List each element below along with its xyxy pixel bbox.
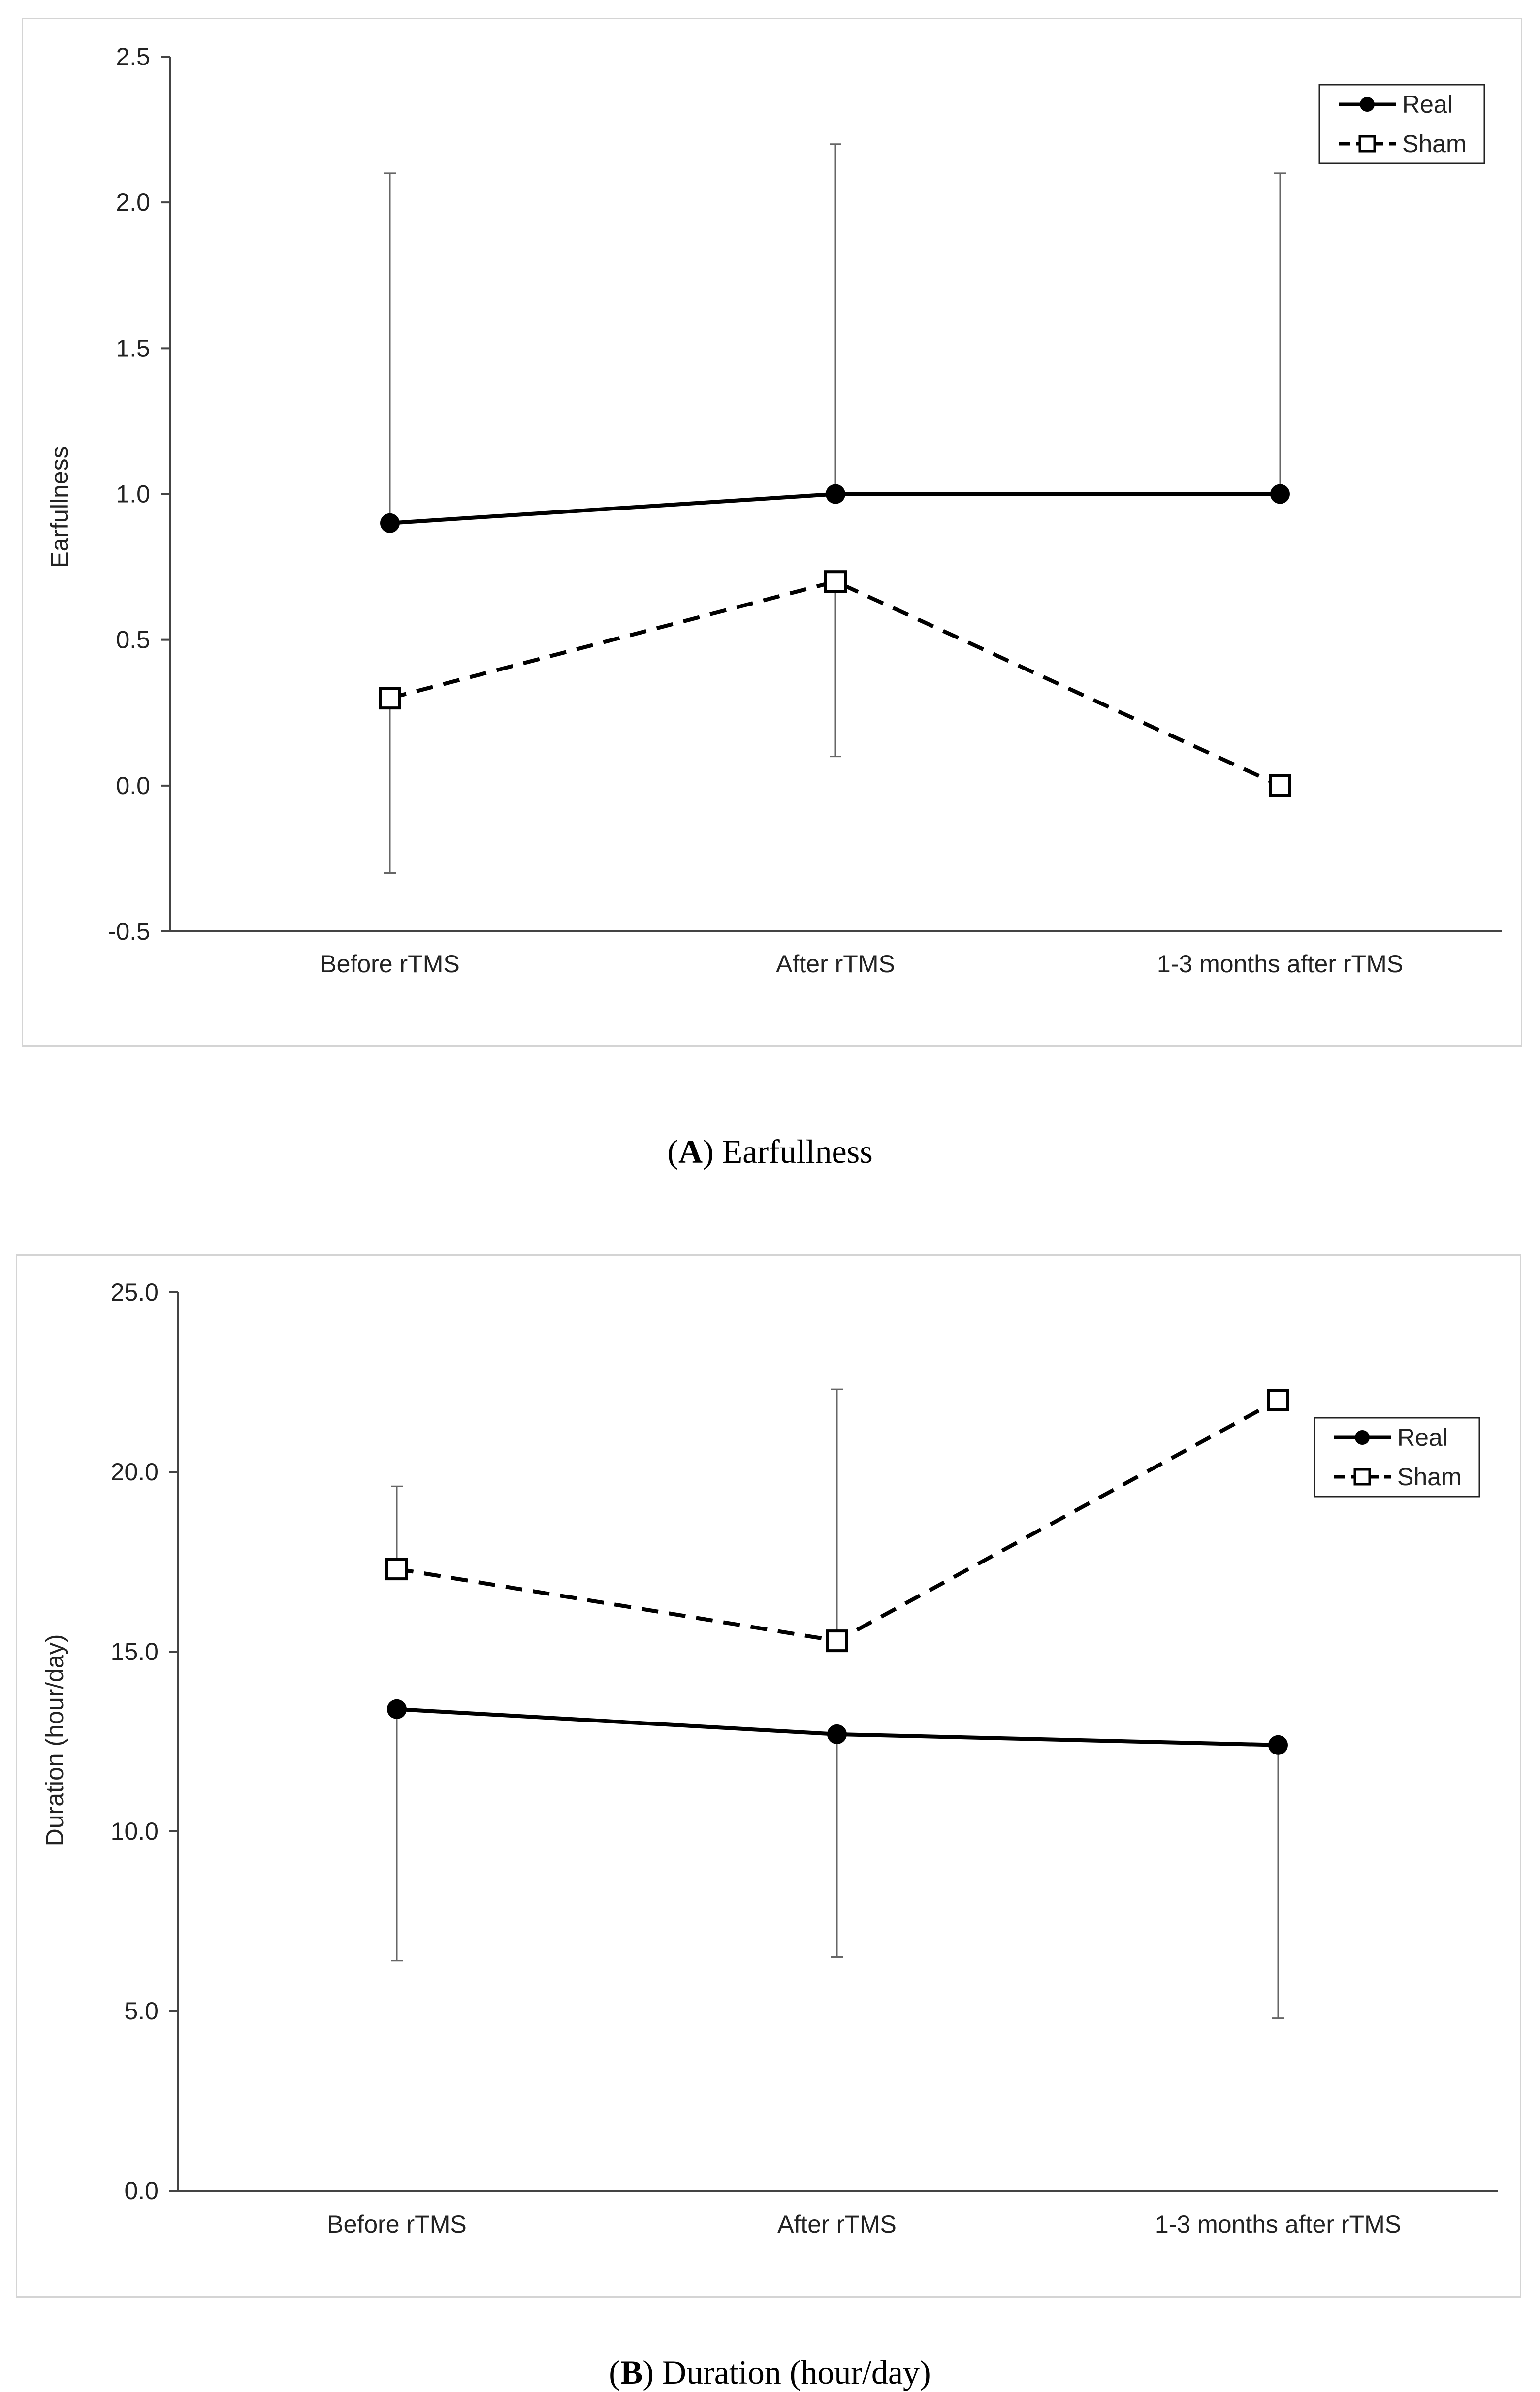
chart-a-x-tick-label: After rTMS [776,950,895,978]
chart-b-legend-box [1314,1417,1480,1498]
chart-a-y-tick-label: 1.0 [116,480,150,508]
chart-b-legend-sham-label: Sham [1397,1463,1462,1491]
chart-b: 0.0 5.0 10.0 15.0 20.0 25.0 Before rTMS After r… [41,1278,1498,2238]
caption-b: (B) Duration (hour/day) [609,2354,931,2391]
chart-b-frame [16,1254,1521,2298]
chart-a-x-tick-label: 1-3 months after rTMS [1157,950,1403,978]
chart-b-x-tick-label: After rTMS [777,2210,897,2238]
chart-a-real-point [1270,484,1290,504]
chart-a: -0.5 0.0 0.5 1.0 1.5 2.0 2.5 Before rTMS After r… [46,43,1502,978]
chart-a-frame [22,18,1522,1047]
chart-b-y-tick-label: 15.0 [111,1638,159,1665]
chart-b-y-tick-label: 0.0 [124,2177,159,2204]
chart-b-real-point [1268,1735,1288,1755]
chart-a-sham-point [379,687,401,710]
chart-b-legend-real-label: Real [1397,1424,1448,1451]
chart-a-legend-real-marker [1360,97,1375,112]
chart-b-y-tick-label: 25.0 [111,1278,159,1306]
chart-b-y-tick-label: 10.0 [111,1818,159,1845]
chart-b-sham-point [826,1629,848,1653]
chart-b-x-tick-label: 1-3 months after rTMS [1155,2210,1401,2238]
chart-a-y-tick-label: 2.0 [116,189,150,216]
chart-a-y-tick-label: 2.5 [116,43,150,70]
chart-a-sham-line [389,579,1281,788]
caption-b-text: Duration (hour/day) [662,2354,931,2391]
caption-b-label: B [620,2354,643,2391]
caption-a-label: A [678,1133,703,1170]
chart-a-y-axis-label: Earfullness [46,446,73,568]
chart-a-legend-sham-label: Sham [1402,130,1467,158]
chart-b-sham-point [1267,1389,1289,1411]
chart-b-legend-real-marker [1355,1430,1370,1445]
chart-a-y-tick-label: 0.5 [116,626,150,654]
chart-a-legend-sham-marker [1358,135,1376,153]
chart-b-real-point [387,1699,407,1719]
chart-a-real-point [380,513,400,533]
chart-b-y-axis-label: Duration (hour/day) [41,1634,68,1847]
caption-a-text: Earfullness [722,1133,873,1170]
chart-a-real-point [826,484,845,504]
chart-b-y-tick-label: 20.0 [111,1458,159,1486]
chart-b-y-tick-label: 5.0 [124,1997,159,2025]
chart-a-legend-box [1318,84,1485,164]
chart-a-x-tick-label: Before rTMS [320,950,459,978]
caption-a: (A) Earfullness [667,1133,873,1170]
chart-a-sham-point [824,570,847,593]
chart-b-sham-point [385,1558,408,1581]
chart-a-y-tick-label: -0.5 [108,918,150,945]
chart-a-legend-real-label: Real [1402,91,1453,118]
chart-b-legend-sham-marker [1353,1468,1371,1486]
chart-a-y-tick-label: 1.5 [116,334,150,362]
chart-a-y-tick-label: 0.0 [116,772,150,799]
chart-a-sham-point [1269,774,1291,797]
chart-b-real-point [827,1724,847,1744]
chart-b-x-tick-label: Before rTMS [327,2210,466,2238]
